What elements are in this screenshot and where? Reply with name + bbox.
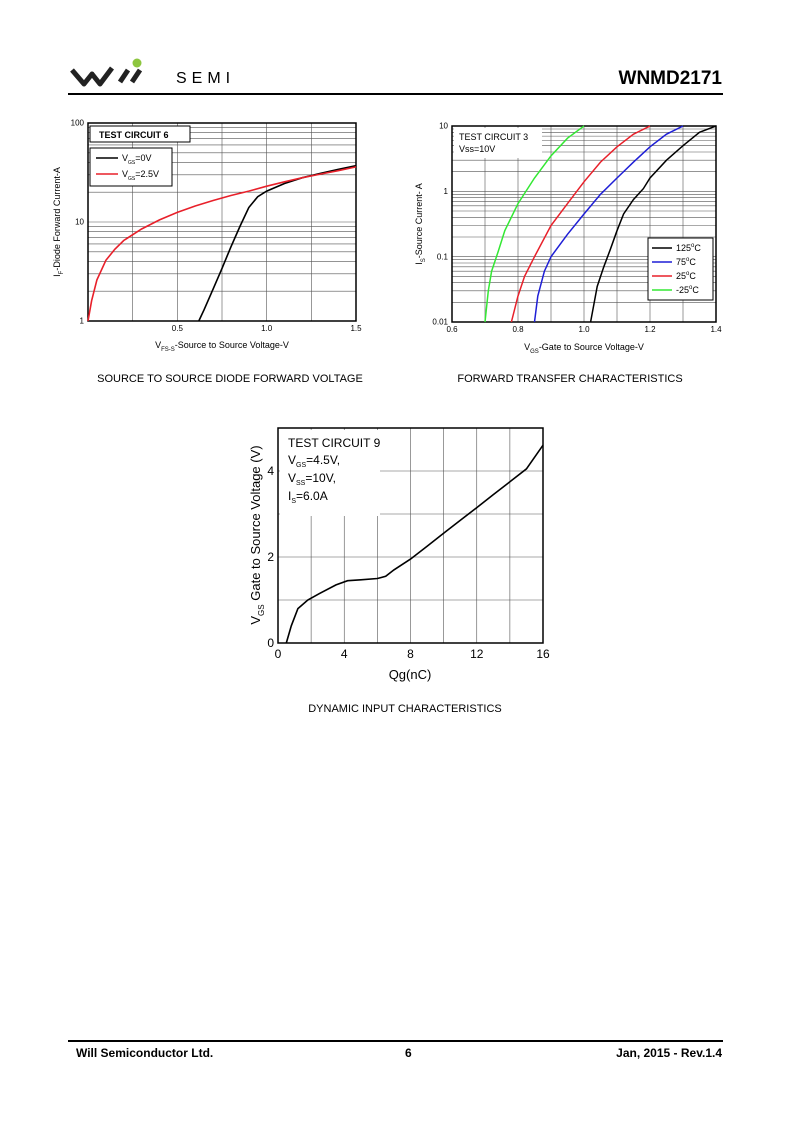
part-number: WNMD2171 [618, 68, 722, 89]
x-tick-label: 16 [536, 647, 550, 661]
y-tick-label: 10 [75, 218, 84, 227]
vgs-condition: VGS=4.5V, [288, 453, 340, 469]
vss-condition: VSS=10V, [288, 471, 336, 487]
x-tick-label: 1.4 [710, 325, 722, 334]
legend-box [89, 147, 173, 187]
x-tick-label: 0.6 [446, 325, 458, 334]
test-circuit-box [280, 430, 380, 516]
test-circuit-label: TEST CIRCUIT 6 [99, 130, 169, 140]
footer-date-revision: Jan, 2015 - Rev.1.4 [616, 1046, 722, 1060]
y-tick-label: 0.1 [437, 252, 449, 261]
test-circuit-box [454, 128, 542, 158]
series-line-vgs [285, 444, 544, 644]
plot-frame [87, 122, 357, 322]
series-line-75-c [533, 125, 684, 323]
legend-label: 75oC [676, 257, 696, 267]
will-semi-logo: SEMI [70, 58, 235, 87]
test-circuit-box [89, 125, 191, 143]
legend: 125oC 75oC 25oC -25oC [652, 243, 701, 295]
x-tick-label: 4 [341, 647, 348, 661]
y-tick-label: 100 [71, 119, 85, 128]
x-axis-label: Qg(nC) [389, 667, 432, 682]
x-axis-label: VGS-Gate to Source Voltage-V [524, 342, 644, 355]
y-tick-label: 1 [80, 317, 85, 326]
caption-diode-forward-voltage: SOURCE TO SOURCE DIODE FORWARD VOLTAGE [97, 373, 363, 385]
series-line-vgs-2-5v [87, 166, 357, 322]
legend-label: VGS=2.5V [122, 169, 159, 182]
x-tick-label: 1.5 [350, 324, 362, 333]
y-tick-label: 4 [267, 464, 274, 478]
vss-label: Vss=10V [459, 144, 495, 154]
legend-label: VGS=0V [122, 153, 152, 166]
footer-rule [68, 1040, 723, 1042]
x-tick-label: 0 [275, 647, 282, 661]
footer-company: Will Semiconductor Ltd. [76, 1046, 214, 1060]
x-tick-label: 12 [470, 647, 484, 661]
chart-diode-forward-voltage: TEST CIRCUIT 6 VGS=0V VGS=2.5V 0.5 1.0 1.5 1… [52, 119, 362, 353]
test-circuit-label: TEST CIRCUIT 9 [288, 436, 381, 450]
plot-frame [277, 427, 544, 644]
x-tick-label: 1.0 [261, 324, 273, 333]
y-axis-label: IS-Source Current- A [414, 183, 427, 265]
legend: VGS=0V VGS=2.5V [96, 153, 159, 182]
logo-text: SEMI [176, 70, 235, 87]
series-line-125-c [589, 125, 717, 323]
series-line-25-c [510, 125, 651, 323]
is-condition: IS=6.0A [288, 489, 328, 505]
chart-forward-transfer: TEST CIRCUIT 3 Vss=10V 125oC 75oC 25oC -25o… [414, 122, 722, 355]
footer-page-number: 6 [405, 1046, 412, 1060]
caption-forward-transfer: FORWARD TRANSFER CHARACTERISTICS [457, 373, 683, 385]
y-tick-label: 1 [444, 187, 449, 196]
legend-label: 25oC [676, 271, 696, 281]
header-rule [68, 93, 723, 95]
caption-dynamic-input: DYNAMIC INPUT CHARACTERISTICS [308, 703, 502, 715]
x-tick-label: 0.5 [172, 324, 184, 333]
x-axis-label: VFS-S-Source to Source Voltage-V [155, 340, 289, 353]
x-tick-label: 1.0 [578, 325, 590, 334]
y-tick-label: 2 [267, 550, 274, 564]
y-tick-label: 10 [439, 122, 448, 131]
y-axis-label: VGS Gate to Source Voltage (V) [248, 445, 266, 624]
x-tick-label: 1.2 [644, 325, 656, 334]
x-tick-label: 8 [407, 647, 414, 661]
x-tick-label: 0.8 [512, 325, 524, 334]
y-tick-label: 0.01 [432, 318, 448, 327]
y-axis-label: IF-Diode Forward Current-A [52, 167, 65, 277]
chart-dynamic-input: TEST CIRCUIT 9 VGS=4.5V, VSS=10V, IS=6.0… [248, 427, 550, 682]
series-line-vgs-0v [198, 164, 357, 322]
y-tick-label: 0 [267, 636, 274, 650]
series-line--25-c [484, 125, 585, 323]
legend-label: -25oC [676, 285, 699, 295]
legend-label: 125oC [676, 243, 701, 253]
test-circuit-label: TEST CIRCUIT 3 [459, 132, 528, 142]
